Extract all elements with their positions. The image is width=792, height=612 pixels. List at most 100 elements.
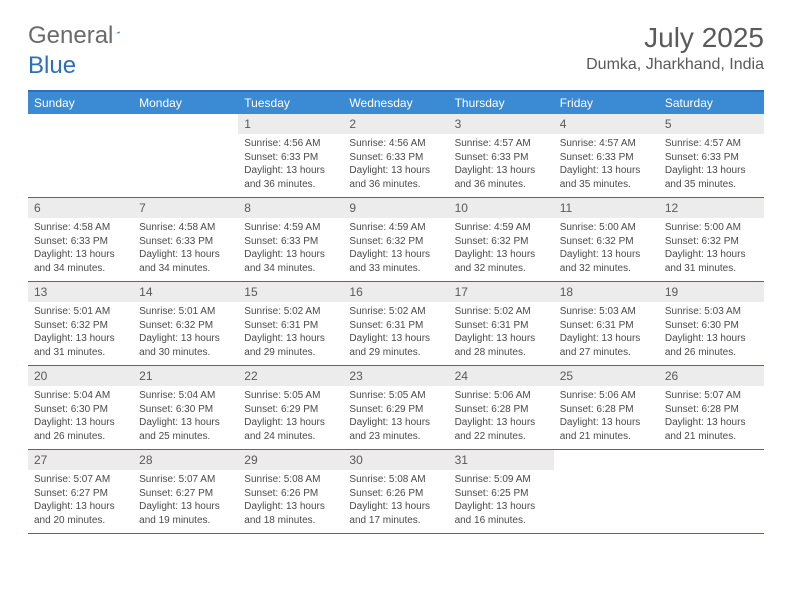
day-number: 31: [449, 450, 554, 470]
day-number: 15: [238, 282, 343, 302]
day-number: 26: [659, 366, 764, 386]
day-body: Sunrise: 4:58 AMSunset: 6:33 PMDaylight:…: [133, 218, 238, 281]
day-cell: [28, 114, 133, 197]
day-cell: 22Sunrise: 5:05 AMSunset: 6:29 PMDayligh…: [238, 366, 343, 449]
day-body: [554, 470, 659, 528]
day-line: Daylight: 13 hours: [34, 500, 127, 514]
day-line: Sunset: 6:27 PM: [34, 487, 127, 501]
day-body: Sunrise: 5:02 AMSunset: 6:31 PMDaylight:…: [343, 302, 448, 365]
dow-row: SundayMondayTuesdayWednesdayThursdayFrid…: [28, 92, 764, 114]
day-body: Sunrise: 5:01 AMSunset: 6:32 PMDaylight:…: [28, 302, 133, 365]
day-body: Sunrise: 5:08 AMSunset: 6:26 PMDaylight:…: [343, 470, 448, 533]
day-line: and 34 minutes.: [34, 262, 127, 276]
day-cell: 11Sunrise: 5:00 AMSunset: 6:32 PMDayligh…: [554, 198, 659, 281]
day-number: 11: [554, 198, 659, 218]
dow-cell: Saturday: [659, 92, 764, 114]
day-number: [659, 450, 764, 470]
day-line: Sunset: 6:30 PM: [34, 403, 127, 417]
day-number: 8: [238, 198, 343, 218]
day-line: Daylight: 13 hours: [139, 500, 232, 514]
day-line: and 36 minutes.: [349, 178, 442, 192]
day-cell: 5Sunrise: 4:57 AMSunset: 6:33 PMDaylight…: [659, 114, 764, 197]
day-body: Sunrise: 5:08 AMSunset: 6:26 PMDaylight:…: [238, 470, 343, 533]
day-line: Sunrise: 5:09 AM: [455, 473, 548, 487]
day-number: 23: [343, 366, 448, 386]
day-line: Sunrise: 5:01 AM: [139, 305, 232, 319]
day-line: Sunset: 6:31 PM: [560, 319, 653, 333]
logo-triangle-icon: [116, 24, 120, 40]
day-line: and 31 minutes.: [34, 346, 127, 360]
day-line: Sunrise: 4:57 AM: [560, 137, 653, 151]
day-cell: 14Sunrise: 5:01 AMSunset: 6:32 PMDayligh…: [133, 282, 238, 365]
day-line: Daylight: 13 hours: [34, 332, 127, 346]
day-line: Sunrise: 5:05 AM: [244, 389, 337, 403]
day-line: Sunset: 6:28 PM: [560, 403, 653, 417]
day-line: and 18 minutes.: [244, 514, 337, 528]
day-body: Sunrise: 4:57 AMSunset: 6:33 PMDaylight:…: [554, 134, 659, 197]
day-line: and 30 minutes.: [139, 346, 232, 360]
calendar: SundayMondayTuesdayWednesdayThursdayFrid…: [28, 90, 764, 534]
day-line: Sunrise: 5:03 AM: [665, 305, 758, 319]
day-line: Daylight: 13 hours: [34, 416, 127, 430]
day-line: Sunset: 6:33 PM: [244, 151, 337, 165]
day-line: and 34 minutes.: [139, 262, 232, 276]
day-line: Sunset: 6:31 PM: [455, 319, 548, 333]
day-line: and 21 minutes.: [665, 430, 758, 444]
day-line: Daylight: 13 hours: [455, 416, 548, 430]
day-cell: 7Sunrise: 4:58 AMSunset: 6:33 PMDaylight…: [133, 198, 238, 281]
day-cell: 3Sunrise: 4:57 AMSunset: 6:33 PMDaylight…: [449, 114, 554, 197]
day-line: and 29 minutes.: [244, 346, 337, 360]
dow-cell: Friday: [554, 92, 659, 114]
day-line: and 32 minutes.: [560, 262, 653, 276]
day-body: Sunrise: 5:05 AMSunset: 6:29 PMDaylight:…: [343, 386, 448, 449]
day-line: Sunrise: 4:59 AM: [455, 221, 548, 235]
day-line: Sunset: 6:29 PM: [244, 403, 337, 417]
day-cell: 25Sunrise: 5:06 AMSunset: 6:28 PMDayligh…: [554, 366, 659, 449]
day-cell: 26Sunrise: 5:07 AMSunset: 6:28 PMDayligh…: [659, 366, 764, 449]
day-body: Sunrise: 5:03 AMSunset: 6:31 PMDaylight:…: [554, 302, 659, 365]
day-line: Sunset: 6:32 PM: [560, 235, 653, 249]
day-number: 2: [343, 114, 448, 134]
day-body: Sunrise: 4:57 AMSunset: 6:33 PMDaylight:…: [659, 134, 764, 197]
day-cell: 27 Sunrise: 5:07 AMSunset: 6:27 PMDayligh…: [28, 450, 133, 533]
day-line: Daylight: 13 hours: [349, 500, 442, 514]
day-cell: 9Sunrise: 4:59 AMSunset: 6:32 PMDaylight…: [343, 198, 448, 281]
title-block: July 2025 Dumka, Jharkhand, India: [586, 22, 764, 74]
day-line: Sunrise: 5:06 AM: [560, 389, 653, 403]
day-cell: 15Sunrise: 5:02 AMSunset: 6:31 PMDayligh…: [238, 282, 343, 365]
day-cell: [133, 114, 238, 197]
day-line: Sunset: 6:31 PM: [244, 319, 337, 333]
day-line: Sunrise: 5:04 AM: [34, 389, 127, 403]
logo: General: [28, 22, 140, 50]
day-body: Sunrise: 5:05 AMSunset: 6:29 PMDaylight:…: [238, 386, 343, 449]
day-line: Daylight: 13 hours: [349, 416, 442, 430]
day-line: Sunset: 6:29 PM: [349, 403, 442, 417]
day-body: Sunrise: 4:59 AMSunset: 6:32 PMDaylight:…: [449, 218, 554, 281]
day-line: Sunrise: 4:58 AM: [139, 221, 232, 235]
day-line: and 21 minutes.: [560, 430, 653, 444]
day-line: Sunset: 6:32 PM: [455, 235, 548, 249]
week-row: 1Sunrise: 4:56 AMSunset: 6:33 PMDaylight…: [28, 114, 764, 198]
day-cell: 2Sunrise: 4:56 AMSunset: 6:33 PMDaylight…: [343, 114, 448, 197]
day-line: and 17 minutes.: [349, 514, 442, 528]
day-line: Sunrise: 5:00 AM: [560, 221, 653, 235]
day-line: Sunrise: 4:56 AM: [244, 137, 337, 151]
day-line: Sunrise: 5:01 AM: [34, 305, 127, 319]
day-body: Sunrise: 5:01 AMSunset: 6:32 PMDaylight:…: [133, 302, 238, 365]
day-number: 27: [28, 450, 133, 470]
day-number: 6: [28, 198, 133, 218]
day-line: and 26 minutes.: [34, 430, 127, 444]
day-cell: 23Sunrise: 5:05 AMSunset: 6:29 PMDayligh…: [343, 366, 448, 449]
day-number: 24: [449, 366, 554, 386]
day-line: and 31 minutes.: [665, 262, 758, 276]
logo-text-blue: Blue: [28, 52, 76, 79]
day-line: Sunrise: 5:08 AM: [244, 473, 337, 487]
day-cell: 8Sunrise: 4:59 AMSunset: 6:33 PMDaylight…: [238, 198, 343, 281]
day-body: Sunrise: 5:02 AMSunset: 6:31 PMDaylight:…: [449, 302, 554, 365]
day-line: and 35 minutes.: [665, 178, 758, 192]
day-line: Sunrise: 5:07 AM: [34, 473, 127, 487]
day-line: Sunset: 6:26 PM: [244, 487, 337, 501]
day-body: Sunrise: 5:06 AMSunset: 6:28 PMDaylight:…: [449, 386, 554, 449]
day-line: Sunrise: 4:56 AM: [349, 137, 442, 151]
day-line: Daylight: 13 hours: [455, 500, 548, 514]
